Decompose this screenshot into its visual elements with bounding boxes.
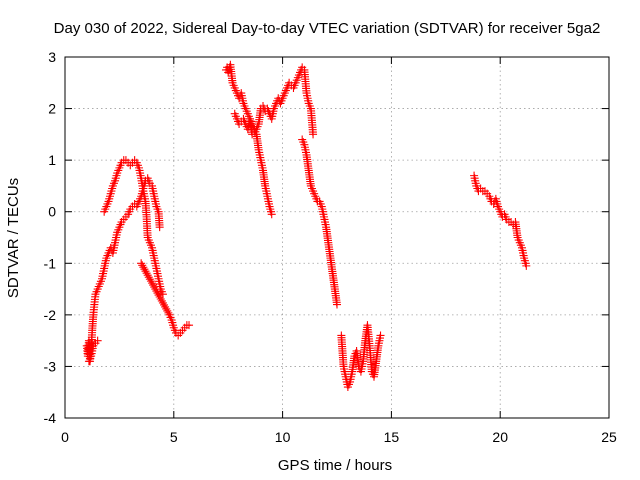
series-track-8 [337,321,385,392]
y-tick-label: 3 [48,49,56,65]
series-track-2 [84,336,102,366]
chart-title: Day 030 of 2022, Sidereal Day-to-day VTE… [54,20,601,37]
x-tick-label: 5 [170,429,178,445]
data-point [93,336,102,345]
x-tick-label: 25 [601,429,617,445]
x-tick-label: 10 [275,429,291,445]
data-point [164,308,173,317]
y-tick-label: 0 [48,204,56,220]
series-track-5 [222,60,276,219]
series-track-1 [82,174,164,366]
y-tick-label: -1 [44,255,57,271]
data-point [155,223,164,232]
x-tick-label: 0 [61,429,69,445]
x-tick-label: 20 [492,429,508,445]
series-track-9 [470,171,531,270]
y-tick-label: 2 [48,101,56,117]
data-point [267,210,276,219]
y-tick-label: -4 [44,410,57,426]
y-tick-label: -3 [44,358,57,374]
data-point [333,300,341,309]
data-point [522,261,531,270]
series-track-3 [100,156,167,299]
x-axis-label: GPS time / hours [278,457,392,474]
y-tick-label: -2 [44,307,57,323]
series-track-6 [230,63,318,139]
series-track-7 [298,135,341,309]
axis-ticks: -4 -3 -2 -1 0 1 2 3 0 5 10 15 20 25 [44,49,617,445]
plot-frame [64,56,610,419]
data-point [309,130,318,139]
x-tick-label: 15 [384,429,400,445]
series-track-4 [137,259,194,340]
y-axis-label: SDTVAR / TECUs [5,178,22,298]
data-point [185,321,194,330]
y-tick-label: 1 [48,152,56,168]
data-point [376,331,385,340]
data-points [82,60,531,392]
